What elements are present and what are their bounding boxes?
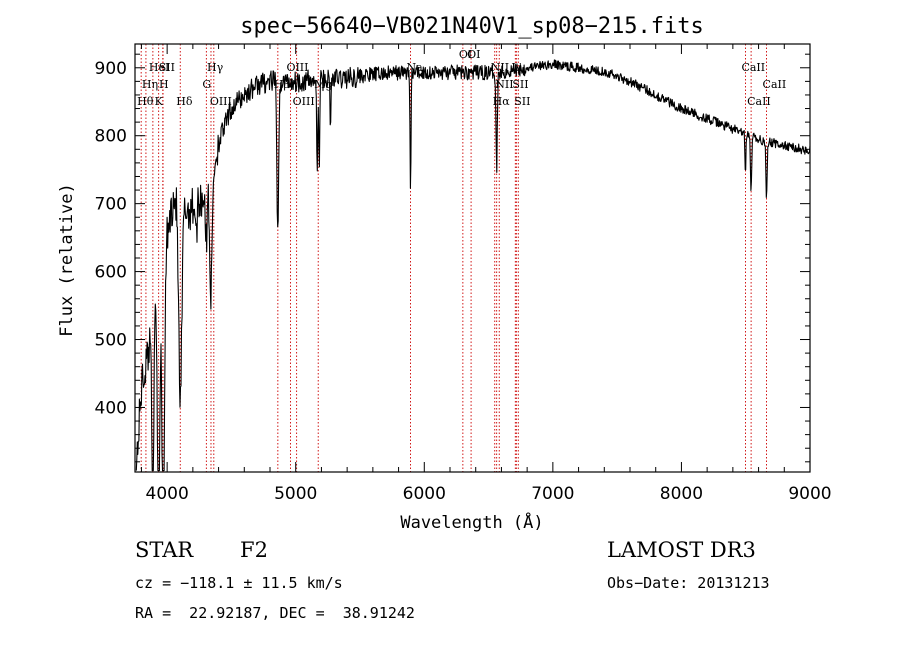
chart-title: spec−56640−VB021N40V1_sp08−215.fits	[240, 14, 704, 39]
spectral-line-label: G	[202, 78, 211, 91]
spectral-line-label: OIII	[210, 95, 232, 108]
spectral-line-label: OIII	[293, 95, 315, 108]
spectral-line-label: OI	[459, 48, 472, 61]
spectral-line-label: Hδ	[176, 95, 193, 108]
redshift-value: cz = −118.1 ± 11.5 km/s	[135, 574, 343, 592]
object-subclass: F2	[240, 538, 268, 562]
spectral-line-label: H	[159, 78, 169, 91]
survey-name: LAMOST DR3	[607, 538, 756, 562]
y-axis-ticks: 400 500 600 700 800 900	[95, 53, 810, 463]
y-tick-label: 700	[95, 195, 127, 215]
y-axis-label: Flux (relative)	[57, 183, 77, 337]
spectral-line-label: OI	[467, 48, 480, 61]
observation-date: Obs−Date: 20131213	[607, 574, 770, 592]
x-tick-label: 5000	[274, 484, 317, 504]
spectral-line-label: K	[155, 95, 164, 108]
x-axis-ticks: 4000 5000 6000 7000 8000 9000	[140, 44, 832, 504]
spectral-line-label: Hα	[493, 95, 511, 108]
spectral-line-label: SII	[159, 61, 175, 74]
x-tick-label: 4000	[146, 484, 189, 504]
y-tick-label: 900	[95, 59, 127, 79]
spectral-line-markers	[140, 44, 767, 472]
y-tick-label: 500	[95, 331, 127, 351]
spectral-line-label: Hη	[142, 78, 158, 91]
object-class: STAR	[135, 538, 194, 562]
spectral-line-label: Hβ	[274, 78, 290, 91]
x-axis-label: Wavelength (Å)	[400, 511, 543, 533]
sky-coordinates: RA = 22.92187, DEC = 38.91242	[135, 604, 415, 622]
plot-frame	[134, 43, 811, 473]
spectral-line-label: HeI	[149, 61, 169, 74]
spectral-line-label: NII	[491, 61, 509, 74]
spectrum-line	[135, 59, 811, 472]
x-tick-label: 9000	[788, 484, 831, 504]
x-tick-label: 6000	[403, 484, 446, 504]
y-tick-label: 400	[95, 398, 127, 418]
x-tick-label: 8000	[660, 484, 703, 504]
x-tick-label: 7000	[531, 484, 574, 504]
spectral-line-label: SII	[512, 78, 528, 91]
spectral-line-label: NII	[495, 78, 513, 91]
spectral-line-label: CaII	[763, 78, 787, 91]
spectral-line-label: SII	[514, 95, 530, 108]
spectral-line-label: OIII	[286, 61, 308, 74]
spectrum-chart: spec−56640−VB021N40V1_sp08−215.fits Hθ Hη…	[57, 14, 832, 533]
y-tick-label: 800	[95, 127, 127, 147]
y-tick-label: 600	[95, 263, 127, 283]
spectral-line-label: CaII	[747, 95, 771, 108]
spectral-line-label: Hθ	[137, 95, 154, 108]
spectral-line-label: CaII	[741, 61, 765, 74]
spectral-line-label: Hγ	[207, 61, 224, 74]
